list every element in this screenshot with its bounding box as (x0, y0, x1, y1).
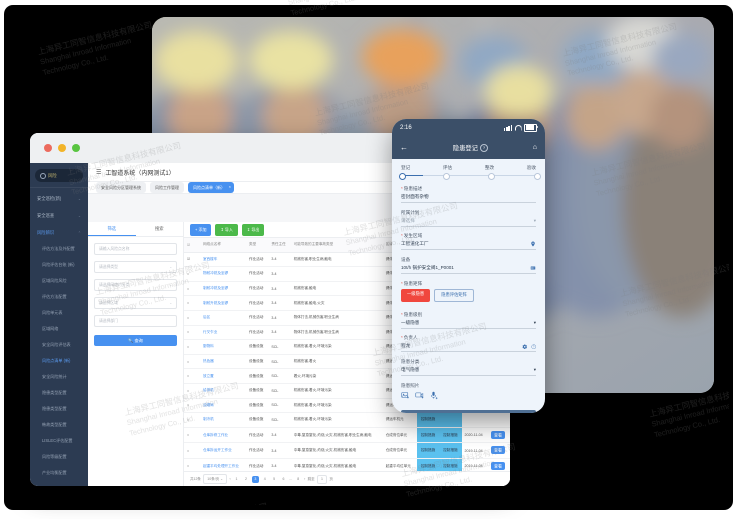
svg-text:?: ? (533, 345, 535, 348)
